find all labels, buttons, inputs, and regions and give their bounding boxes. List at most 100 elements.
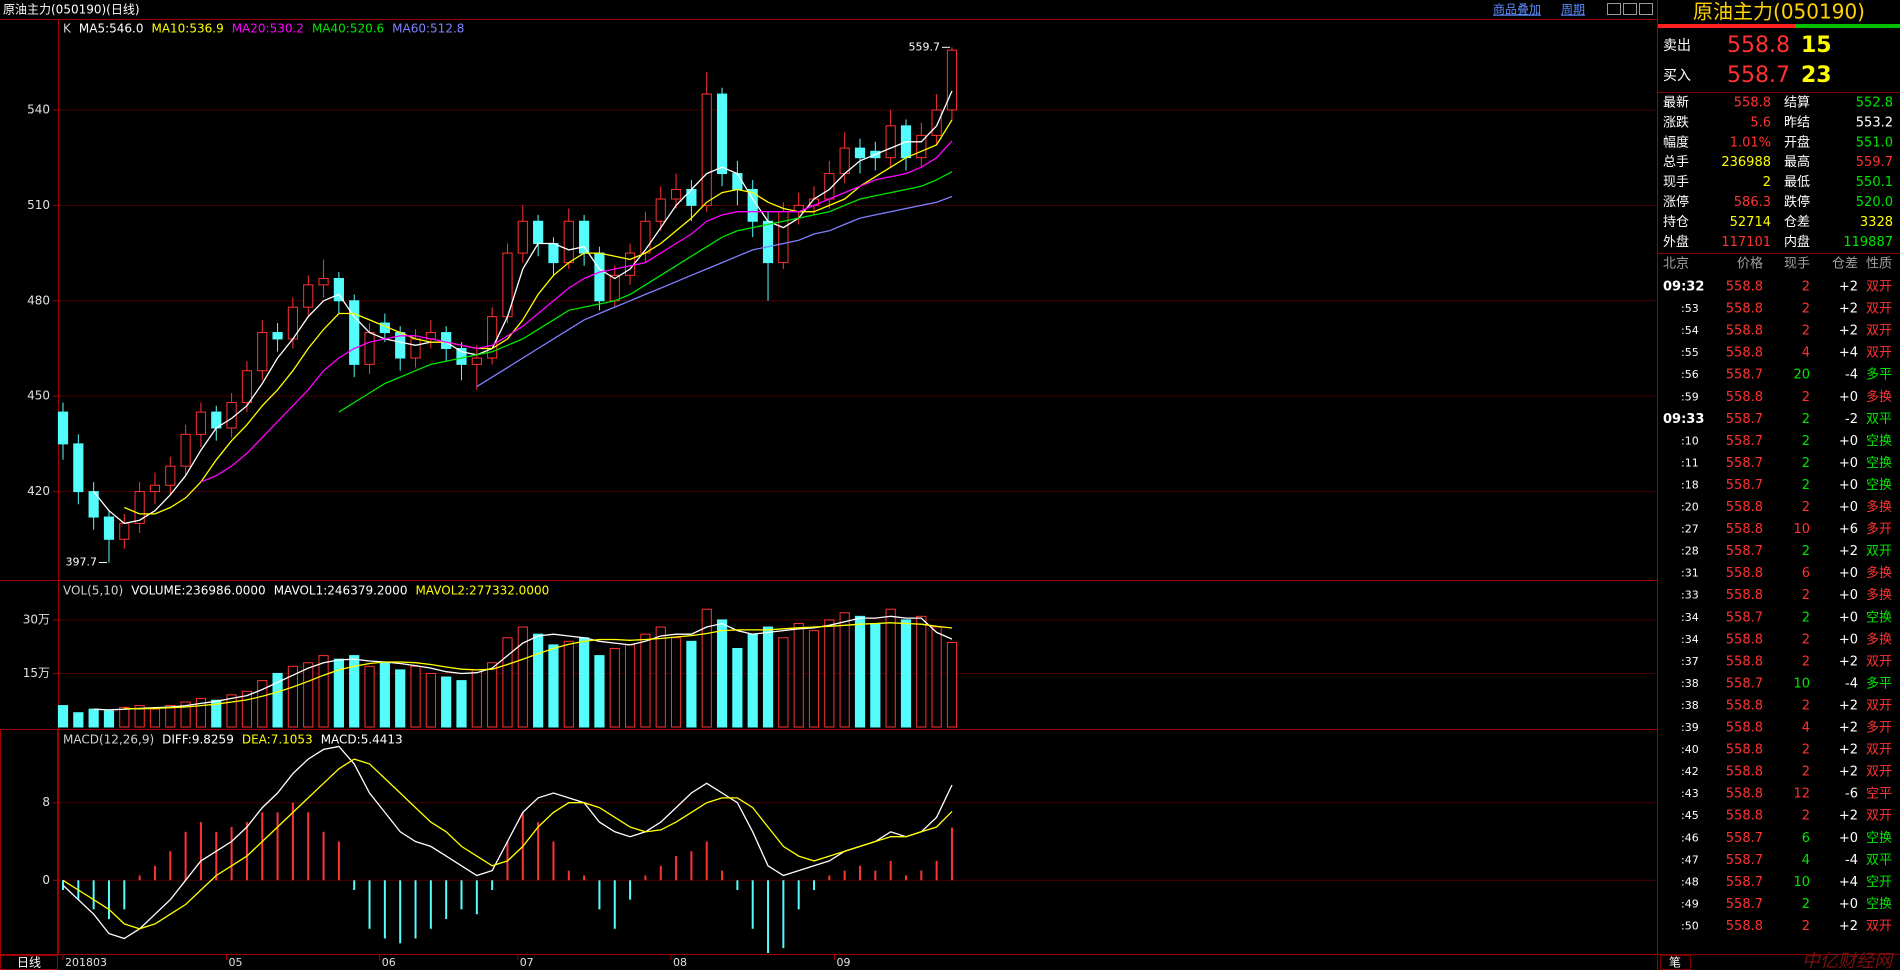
window-title: 原油主力(050190)(日线) xyxy=(3,3,140,17)
volume-bar xyxy=(349,655,360,728)
tick-time: :43 xyxy=(1681,787,1699,800)
ticks-tab[interactable]: 笔 xyxy=(1669,955,1681,970)
quote-field-value: 2 xyxy=(1763,175,1771,190)
tick-time: :54 xyxy=(1681,324,1699,337)
volume-bar xyxy=(793,622,804,728)
tick-time: :53 xyxy=(1681,302,1699,315)
tick-price: 558.8 xyxy=(1726,698,1763,713)
quote-price: 558.7 xyxy=(1727,63,1790,88)
tick-volume: 2 xyxy=(1802,632,1810,647)
tick-nature: 双开 xyxy=(1866,302,1892,317)
tick-price: 558.7 xyxy=(1726,412,1763,427)
tick-price: 558.8 xyxy=(1726,765,1763,780)
quote-field-label: 开盘 xyxy=(1784,134,1810,150)
tick-change: +2 xyxy=(1839,765,1858,780)
window-button[interactable] xyxy=(1639,3,1653,15)
candle-body xyxy=(318,278,329,286)
quote-field-value: 558.8 xyxy=(1734,96,1771,111)
tick-volume: 2 xyxy=(1802,434,1810,449)
tick-time: :37 xyxy=(1681,655,1699,668)
tick-change: +0 xyxy=(1839,610,1858,625)
volume-bar xyxy=(579,637,590,728)
extreme-label: 397.7 xyxy=(65,556,97,569)
tick-time: :49 xyxy=(1681,897,1699,910)
candle-body xyxy=(456,347,467,365)
series-line xyxy=(93,90,953,525)
volume-bar xyxy=(517,626,528,728)
tick-volume: 2 xyxy=(1802,544,1810,559)
volume-bar xyxy=(533,633,544,728)
tick-volume: 10 xyxy=(1793,875,1810,890)
tick-change: +0 xyxy=(1839,478,1858,493)
legend-entry: DEA:7.1053 xyxy=(242,733,313,747)
series-line xyxy=(476,195,953,388)
tick-time: :46 xyxy=(1681,831,1699,844)
tick-price: 558.8 xyxy=(1726,743,1763,758)
tick-volume: 4 xyxy=(1802,853,1810,868)
quote-field-label: 结算 xyxy=(1784,96,1810,111)
candle-body xyxy=(916,134,927,159)
volume-bar xyxy=(425,672,436,728)
quote-field-value: 586.3 xyxy=(1734,195,1771,210)
candle-body xyxy=(272,332,283,340)
tick-change: +2 xyxy=(1839,324,1858,339)
period-tab[interactable]: 日线 xyxy=(17,956,41,970)
tick-price: 558.8 xyxy=(1726,787,1763,802)
tick-change: -2 xyxy=(1845,412,1858,427)
volume-bar xyxy=(149,708,161,728)
candle-body xyxy=(471,357,482,365)
quote-field-label: 涨跌 xyxy=(1663,114,1689,130)
quote-volume: 23 xyxy=(1801,63,1832,88)
tick-volume: 6 xyxy=(1802,831,1810,846)
tick-price: 558.8 xyxy=(1726,566,1763,581)
watermark: 中亿财经网 xyxy=(1802,951,1894,970)
candle-body xyxy=(563,220,574,264)
tick-time: :45 xyxy=(1681,809,1699,822)
overlay-button[interactable]: 商品叠加 xyxy=(1493,2,1541,17)
period-button[interactable]: 周期 xyxy=(1561,3,1585,17)
ticks-column-header: 价格 xyxy=(1737,256,1763,272)
strength-bar-up xyxy=(1658,24,1795,28)
volume-bar xyxy=(441,676,452,728)
volume-bar xyxy=(379,662,390,728)
volume-bar xyxy=(609,647,620,728)
tick-price: 558.8 xyxy=(1726,280,1763,295)
volume-bar xyxy=(594,655,605,728)
tick-volume: 2 xyxy=(1802,324,1810,339)
ticks-column-header: 性质 xyxy=(1866,257,1892,272)
tick-nature: 双开 xyxy=(1866,698,1892,713)
volume-bar xyxy=(778,637,789,728)
tick-volume: 2 xyxy=(1802,654,1810,669)
candle-body xyxy=(670,188,682,200)
volume-bar xyxy=(900,619,912,728)
y-tick-label: 510 xyxy=(27,198,50,212)
quote-field-label: 涨停 xyxy=(1663,194,1689,210)
window-button[interactable] xyxy=(1623,3,1637,15)
tick-volume: 2 xyxy=(1802,412,1810,427)
y-tick-label: 0 xyxy=(42,873,50,887)
volume-bar xyxy=(946,641,958,728)
y-tick-label: 480 xyxy=(27,293,50,307)
tick-nature: 多平 xyxy=(1866,367,1892,383)
window-button[interactable] xyxy=(1607,3,1621,15)
tick-nature: 空换 xyxy=(1866,610,1892,625)
candle-body xyxy=(364,332,375,365)
series-line xyxy=(62,745,953,940)
volume-bar xyxy=(456,680,467,728)
volume-bar xyxy=(824,619,835,728)
tick-price: 558.7 xyxy=(1726,610,1763,625)
legend-entry: MAVOL2:277332.0000 xyxy=(415,584,549,598)
tick-change: +0 xyxy=(1839,566,1858,581)
pane-title: K xyxy=(63,22,72,36)
tick-price: 558.7 xyxy=(1726,676,1763,691)
volume-bar xyxy=(57,705,69,728)
volume-bar xyxy=(180,701,191,728)
x-tick-label: 05 xyxy=(228,956,242,969)
legend-entry: MA5:546.0 xyxy=(79,22,144,36)
tick-change: +6 xyxy=(1839,522,1858,537)
tick-time: :55 xyxy=(1681,346,1699,359)
candle-body xyxy=(487,316,498,359)
candle-body xyxy=(762,220,774,264)
